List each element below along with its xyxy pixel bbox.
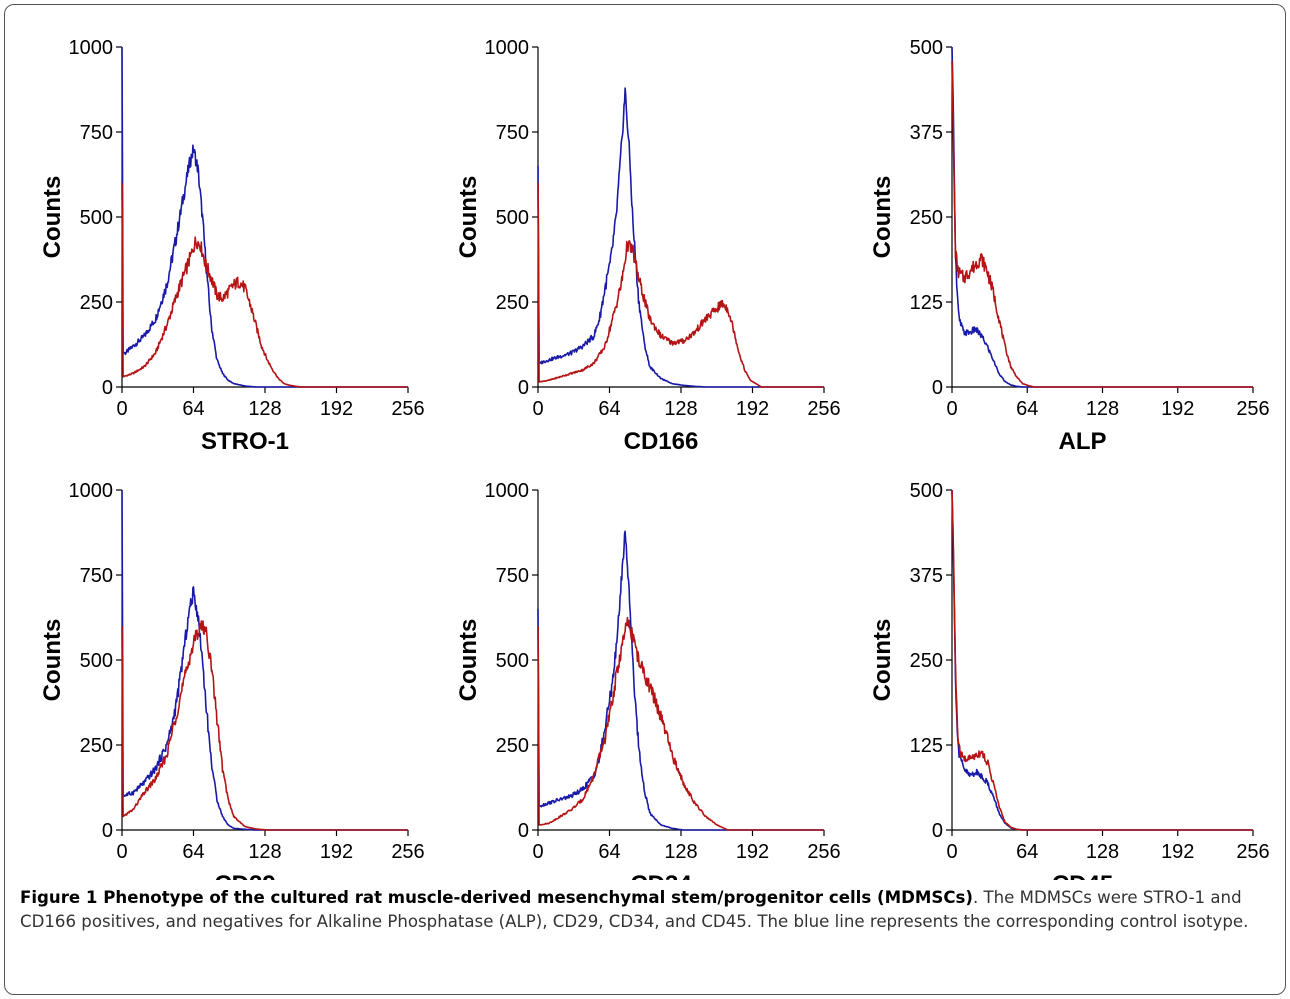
x-axis-title: ALP	[1059, 428, 1107, 455]
y-tick-label: 500	[910, 37, 943, 59]
y-tick-label: 375	[910, 122, 943, 144]
x-tick-label: 256	[1236, 841, 1269, 863]
caption-body: . The MDMSCs were STRO-1 and CD166 posit…	[20, 888, 1249, 931]
isotype-control-line	[121, 489, 409, 831]
isotype-control-line	[121, 46, 409, 388]
x-tick-label: 192	[320, 841, 353, 863]
marker-histogram-line	[951, 60, 1254, 388]
x-tick-label: 0	[946, 841, 957, 863]
x-axis-title: CD45	[1052, 871, 1113, 880]
y-axis-title: Counts	[455, 176, 482, 259]
x-tick-label: 64	[182, 398, 204, 420]
y-tick-label: 500	[910, 480, 943, 502]
y-tick-label: 0	[932, 377, 943, 399]
caption-lead: Figure 1 Phenotype of the cultured rat m…	[20, 888, 973, 907]
marker-histogram-line	[537, 616, 825, 831]
y-tick-label: 750	[80, 122, 113, 144]
x-tick-label: 0	[116, 398, 127, 420]
y-tick-label: 250	[496, 735, 529, 757]
isotype-control-line	[951, 46, 1254, 388]
y-axis-title: Counts	[455, 619, 482, 702]
y-tick-label: 250	[910, 650, 943, 672]
y-tick-label: 750	[496, 122, 529, 144]
x-tick-label: 192	[320, 398, 353, 420]
y-tick-label: 250	[496, 292, 529, 314]
x-tick-label: 128	[1086, 398, 1119, 420]
y-tick-label: 1000	[69, 480, 114, 502]
y-tick-label: 500	[80, 650, 113, 672]
y-tick-label: 0	[518, 377, 529, 399]
y-tick-label: 500	[496, 207, 529, 229]
y-tick-label: 250	[80, 292, 113, 314]
x-axis-title: STRO-1	[201, 428, 289, 455]
x-tick-label: 64	[182, 841, 204, 863]
marker-histogram-line	[537, 182, 825, 388]
y-tick-label: 125	[910, 292, 943, 314]
y-axis-title: Counts	[39, 176, 66, 259]
x-tick-label: 128	[248, 841, 281, 863]
y-tick-label: 0	[932, 820, 943, 842]
x-tick-label: 192	[1161, 398, 1194, 420]
x-tick-label: 256	[807, 398, 840, 420]
y-tick-label: 375	[910, 565, 943, 587]
x-axis-title: CD166	[624, 428, 699, 455]
y-axis-title: Counts	[39, 619, 66, 702]
x-tick-label: 0	[532, 398, 543, 420]
y-tick-label: 500	[496, 650, 529, 672]
x-tick-label: 64	[1016, 398, 1038, 420]
y-tick-label: 1000	[485, 37, 530, 59]
x-tick-label: 256	[391, 398, 424, 420]
y-tick-label: 1000	[485, 480, 530, 502]
x-tick-label: 256	[1236, 398, 1269, 420]
x-tick-label: 0	[532, 841, 543, 863]
x-tick-label: 0	[946, 398, 957, 420]
y-tick-label: 750	[496, 565, 529, 587]
x-tick-label: 192	[736, 841, 769, 863]
y-tick-label: 250	[80, 735, 113, 757]
x-tick-label: 128	[664, 841, 697, 863]
x-axis-title: CD29	[214, 871, 275, 880]
x-tick-label: 64	[1016, 841, 1038, 863]
x-tick-label: 64	[598, 841, 620, 863]
marker-histogram-line	[951, 489, 1254, 831]
y-axis-title: Counts	[869, 619, 896, 702]
y-tick-label: 0	[102, 377, 113, 399]
y-axis-title: Counts	[869, 176, 896, 259]
x-tick-label: 128	[664, 398, 697, 420]
x-tick-label: 192	[1161, 841, 1194, 863]
isotype-control-line	[537, 530, 825, 831]
x-tick-label: 64	[598, 398, 620, 420]
y-tick-label: 1000	[69, 37, 114, 59]
x-tick-label: 0	[116, 841, 127, 863]
y-tick-label: 0	[102, 820, 113, 842]
y-tick-label: 500	[80, 207, 113, 229]
x-tick-label: 192	[736, 398, 769, 420]
y-tick-label: 750	[80, 565, 113, 587]
x-tick-label: 256	[807, 841, 840, 863]
marker-histogram-line	[121, 182, 409, 388]
y-tick-label: 125	[910, 735, 943, 757]
x-tick-label: 128	[248, 398, 281, 420]
x-axis-title: CD34	[630, 871, 692, 880]
y-tick-label: 0	[518, 820, 529, 842]
marker-histogram-line	[121, 620, 409, 831]
y-tick-label: 250	[910, 207, 943, 229]
isotype-control-line	[951, 489, 1254, 831]
figure-panels: 0 64 128 192 256 0 250 500 750 1000 STRO-1 Counts 0 6…	[39, 37, 1270, 880]
figure-caption: Figure 1 Phenotype of the cultured rat m…	[20, 886, 1270, 934]
x-tick-label: 128	[1086, 841, 1119, 863]
x-tick-label: 256	[391, 841, 424, 863]
